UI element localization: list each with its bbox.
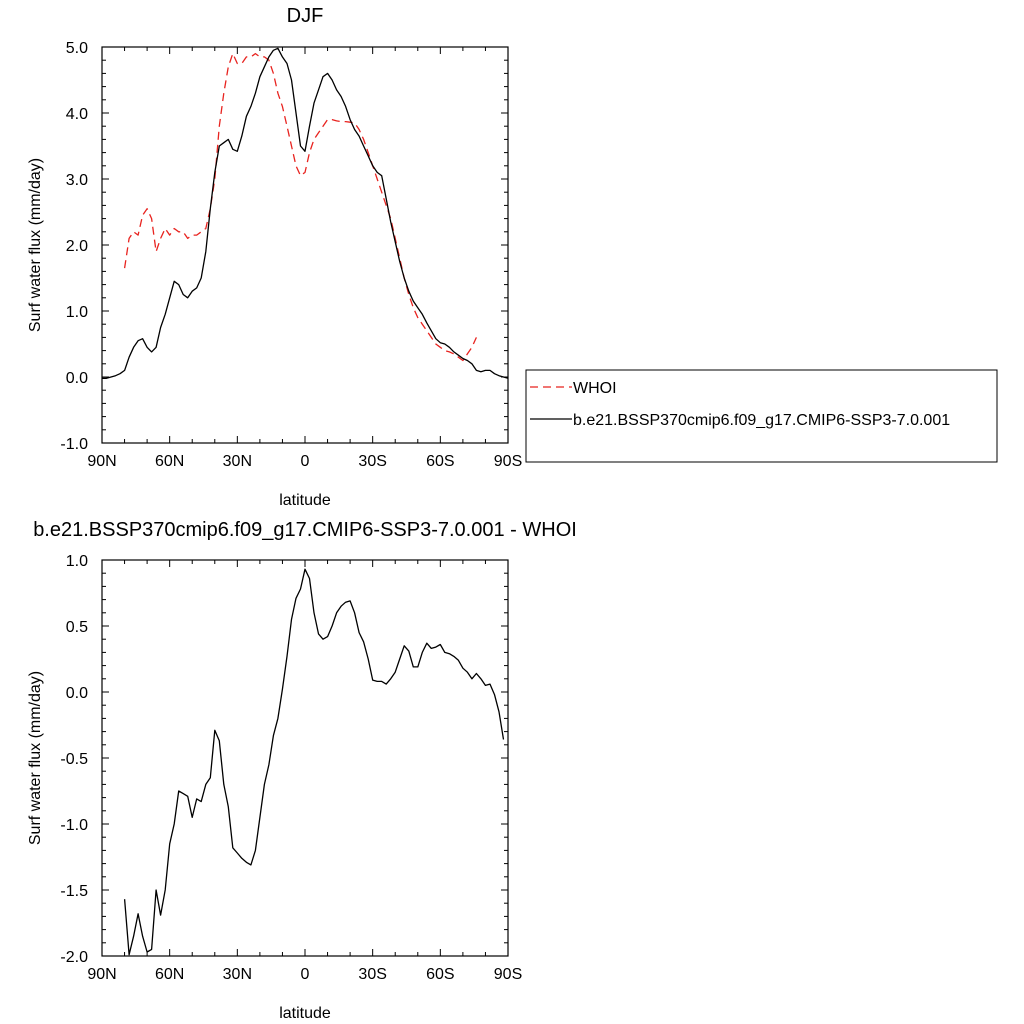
x-tick-label: 0 — [301, 453, 310, 470]
y-tick-label: -1.0 — [60, 817, 88, 834]
x-tick-label: 0 — [301, 966, 310, 983]
y-tick-label: -2.0 — [60, 949, 88, 966]
x-axis-label: latitude — [279, 1005, 331, 1022]
y-tick-label: 4.0 — [66, 106, 88, 123]
x-tick-label: 60N — [155, 966, 184, 983]
plot-area: 90N 60N 30N 0 30S 60S 90S -2.0 -1.5 -1.0 -0.5 0.0 0.… — [60, 553, 522, 983]
x-tick-label: 90N — [87, 453, 116, 470]
chart-title: b.e21.BSSP370cmip6.f09_g17.CMIP6-SSP3-7.… — [33, 519, 577, 541]
x-axis-label: latitude — [279, 492, 331, 509]
y-tick-label: 1.0 — [66, 304, 88, 321]
legend-label-whoi: WHOI — [573, 380, 617, 397]
series-line-whoi — [123, 52, 477, 362]
y-tick-label: 0.0 — [66, 370, 88, 387]
x-tick-label: 60S — [426, 966, 454, 983]
top-panel: DJF 90N 60N 30N 0 30S 60S 90S -1.0 0.0 1.0 2.0 3.0 4… — [27, 5, 522, 509]
y-tick-label: -0.5 — [60, 751, 88, 768]
y-axis-label: Surf water flux (mm/day) — [27, 671, 44, 845]
y-tick-label: 1.0 — [66, 553, 88, 570]
y-tick-label: 5.0 — [66, 40, 88, 57]
series-line-model — [102, 47, 509, 379]
x-tick-label: 30N — [223, 966, 252, 983]
x-tick-label: 60S — [426, 453, 454, 470]
x-tick-label: 30S — [358, 453, 386, 470]
y-tick-label: -1.0 — [60, 436, 88, 453]
y-tick-label: 3.0 — [66, 172, 88, 189]
x-tick-label: 30S — [358, 966, 386, 983]
axes-frame — [101, 46, 509, 444]
legend-label-model: b.e21.BSSP370cmip6.f09_g17.CMIP6-SSP3-7.… — [573, 412, 950, 429]
x-tick-label: 90S — [494, 966, 522, 983]
x-tick-label: 60N — [155, 453, 184, 470]
y-tick-label: -1.5 — [60, 883, 88, 900]
x-tick-label: 90S — [494, 453, 522, 470]
y-tick-label: 2.0 — [66, 238, 88, 255]
legend: WHOI b.e21.BSSP370cmip6.f09_g17.CMIP6-SS… — [525, 369, 998, 463]
axes-frame — [101, 559, 509, 957]
y-axis-label: Surf water flux (mm/day) — [27, 158, 44, 332]
x-tick-label: 30N — [223, 453, 252, 470]
legend-box — [525, 369, 998, 463]
x-tick-label: 90N — [87, 966, 116, 983]
series-line-difference — [123, 568, 505, 956]
plot-area: 90N 60N 30N 0 30S 60S 90S -1.0 0.0 1.0 2.0 3.0 4.0 5.… — [60, 40, 522, 470]
bottom-panel: b.e21.BSSP370cmip6.f09_g17.CMIP6-SSP3-7.… — [27, 519, 577, 1022]
y-tick-label: 0.5 — [66, 619, 88, 636]
chart-title: DJF — [287, 5, 324, 27]
y-tick-label: 0.0 — [66, 685, 88, 702]
